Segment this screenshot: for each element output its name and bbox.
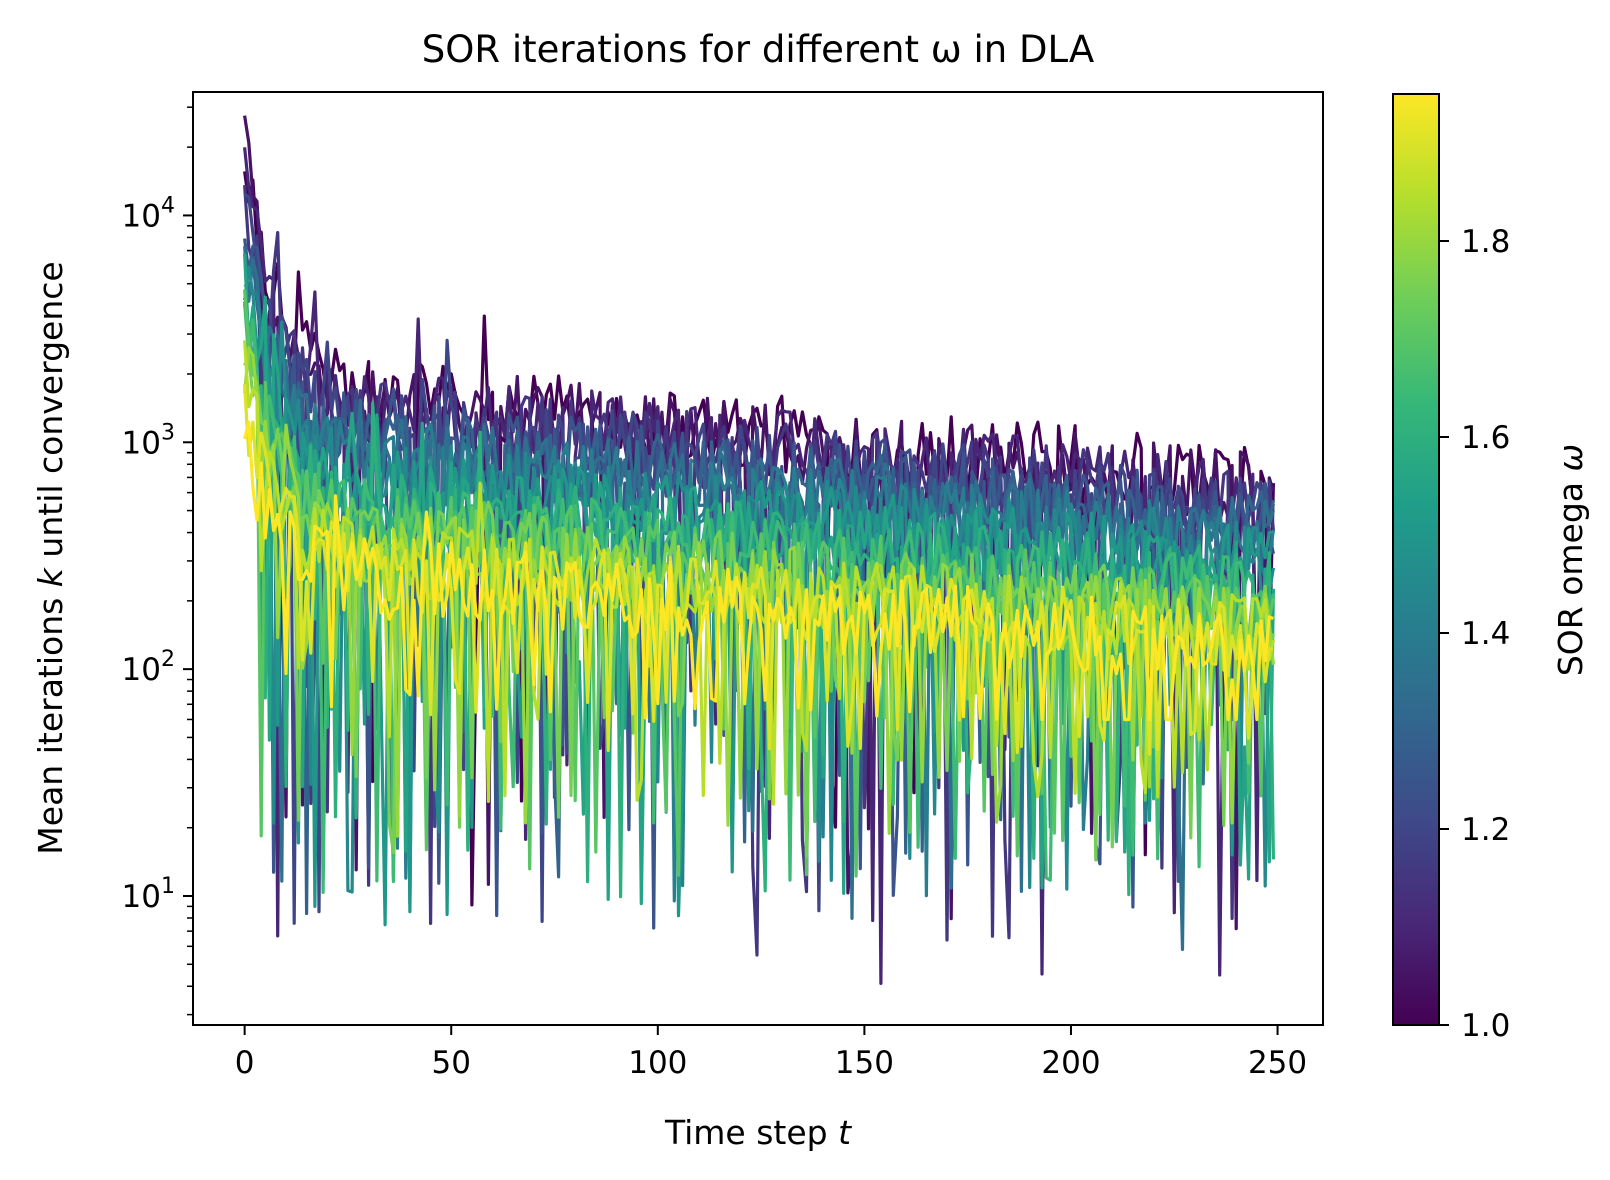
- x-tick-label: 0: [235, 1045, 255, 1081]
- x-tick-label: 150: [835, 1045, 894, 1081]
- colorbar-tick-label: 1.2: [1461, 812, 1510, 848]
- colorbar-tick-label: 1.0: [1461, 1008, 1510, 1044]
- colorbar-label: SOR omega ω: [1551, 444, 1590, 676]
- colorbar-label-text: SOR omega ω: [1551, 444, 1590, 676]
- y-tick-label: 104: [122, 193, 175, 234]
- plot-frame: [192, 91, 1324, 1026]
- x-tick-label: 50: [432, 1045, 471, 1081]
- y-tick-label: 102: [122, 647, 175, 688]
- x-axis: 0 50 100 150 200 250: [235, 1025, 1307, 1081]
- x-tick-label: 100: [628, 1045, 687, 1081]
- colorbar-tick-label: 1.4: [1461, 616, 1510, 652]
- x-tick-label: 250: [1248, 1045, 1307, 1081]
- x-tick-label: 200: [1041, 1045, 1100, 1081]
- y-axis-label-text: Mean iterations k until convergence: [31, 261, 70, 854]
- series-line-omega-1.95: [243, 420, 1274, 722]
- series-layer: [243, 115, 1275, 986]
- colorbar-gradient: [1392, 93, 1440, 1026]
- y-axis: 101 102 103 104: [122, 106, 193, 1016]
- y-tick-label: 103: [122, 420, 175, 461]
- colorbar-tick-label: 1.8: [1461, 224, 1510, 260]
- x-axis-label-text: Time step t: [664, 1113, 852, 1152]
- colorbar-tick-label: 1.6: [1461, 420, 1510, 456]
- y-axis-label: Mean iterations k until convergence: [31, 261, 70, 854]
- colorbar-ticks: 1.0 1.2 1.4 1.6 1.8: [1439, 224, 1510, 1044]
- colorbar: 1.0 1.2 1.4 1.6 1.8 SOR omega ω: [1392, 93, 1590, 1044]
- series-line-omega-1.50: [243, 301, 1274, 927]
- x-axis-label: Time step t: [664, 1113, 852, 1152]
- y-tick-label: 101: [122, 874, 175, 915]
- series-line-omega-1.90: [243, 383, 1274, 756]
- chart-title: SOR iterations for different ω in DLA: [422, 28, 1094, 71]
